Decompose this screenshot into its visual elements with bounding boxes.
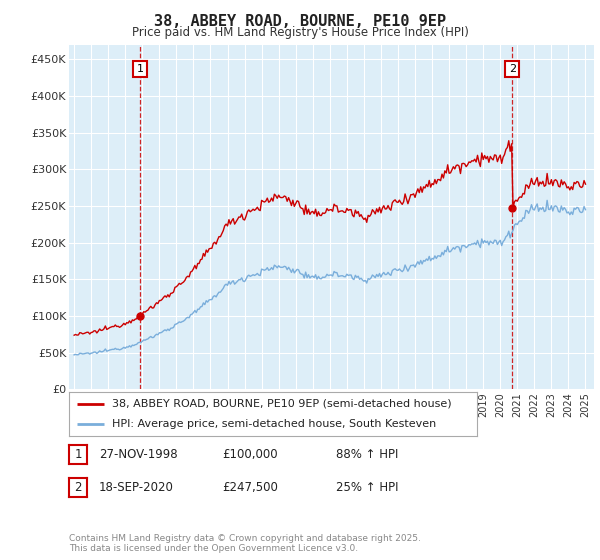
Text: 38, ABBEY ROAD, BOURNE, PE10 9EP (semi-detached house): 38, ABBEY ROAD, BOURNE, PE10 9EP (semi-d… xyxy=(112,399,451,409)
Text: 88% ↑ HPI: 88% ↑ HPI xyxy=(336,448,398,461)
Text: 1: 1 xyxy=(137,64,144,74)
Text: £100,000: £100,000 xyxy=(222,448,278,461)
Text: 38, ABBEY ROAD, BOURNE, PE10 9EP: 38, ABBEY ROAD, BOURNE, PE10 9EP xyxy=(154,14,446,29)
Text: £247,500: £247,500 xyxy=(222,480,278,494)
Text: 25% ↑ HPI: 25% ↑ HPI xyxy=(336,480,398,494)
Text: HPI: Average price, semi-detached house, South Kesteven: HPI: Average price, semi-detached house,… xyxy=(112,419,436,429)
Text: Contains HM Land Registry data © Crown copyright and database right 2025.
This d: Contains HM Land Registry data © Crown c… xyxy=(69,534,421,553)
Text: 2: 2 xyxy=(74,480,82,494)
Text: 2: 2 xyxy=(509,64,516,74)
Text: 1: 1 xyxy=(74,448,82,461)
Text: 18-SEP-2020: 18-SEP-2020 xyxy=(99,480,174,494)
Text: Price paid vs. HM Land Registry's House Price Index (HPI): Price paid vs. HM Land Registry's House … xyxy=(131,26,469,39)
Text: 27-NOV-1998: 27-NOV-1998 xyxy=(99,448,178,461)
